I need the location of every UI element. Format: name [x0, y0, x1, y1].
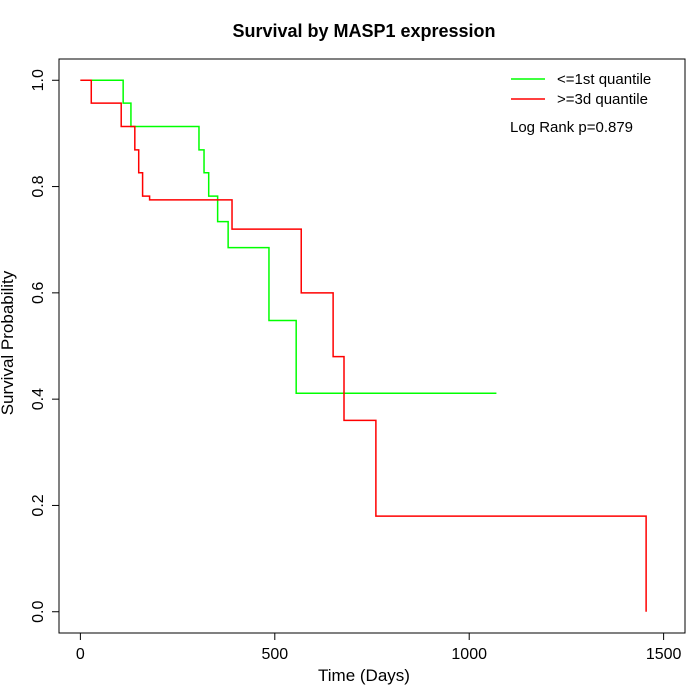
y-tick-label: 0.8	[30, 175, 47, 197]
y-axis-label: Survival Probability	[0, 270, 17, 415]
chart-title: Survival by MASP1 expression	[232, 21, 495, 41]
x-tick-label: 0	[76, 646, 85, 663]
x-tick-label: 1000	[451, 646, 487, 663]
y-tick-label: 0.0	[30, 601, 47, 623]
y-tick-label: 0.6	[30, 282, 47, 304]
x-tick-label: 1500	[646, 646, 682, 663]
x-tick-label: 500	[261, 646, 288, 663]
legend: <=1st quantile >=3d quantile	[511, 71, 651, 108]
legend-label-2: >=3d quantile	[557, 91, 648, 108]
y-tick-label: 0.4	[30, 388, 47, 410]
y-tick-label: 1.0	[30, 69, 47, 91]
survival-curve-1	[80, 79, 497, 395]
log-rank-annotation: Log Rank p=0.879	[510, 119, 633, 136]
y-tick-label: 0.2	[30, 494, 47, 516]
survival-curve-2	[80, 79, 647, 612]
legend-label-1: <=1st quantile	[557, 71, 651, 88]
x-axis: 0 500 1000 1500	[76, 633, 682, 663]
survival-curves	[80, 79, 647, 612]
y-axis: 0.0 0.2 0.4 0.6 0.8 1.0	[30, 69, 59, 623]
plot-frame	[58, 58, 686, 634]
x-axis-label: Time (Days)	[318, 666, 410, 685]
